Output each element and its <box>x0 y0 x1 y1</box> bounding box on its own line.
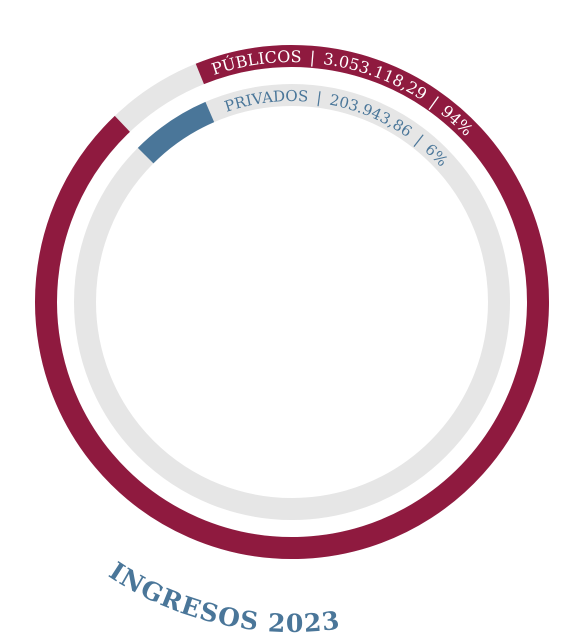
chart-title: INGRESOS 2023 <box>104 556 342 638</box>
separator: | <box>315 89 322 108</box>
category-label: PÚBLICOS <box>209 47 301 79</box>
ring-segment <box>137 101 215 164</box>
ring-segment <box>35 45 549 559</box>
ring-track <box>74 84 510 520</box>
category-label: PRIVADOS <box>222 87 309 116</box>
separator: | <box>309 48 316 67</box>
chart-title-text: INGRESOS 2023 <box>104 556 341 638</box>
